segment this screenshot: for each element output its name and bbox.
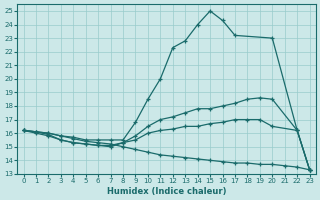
X-axis label: Humidex (Indice chaleur): Humidex (Indice chaleur) bbox=[107, 187, 226, 196]
